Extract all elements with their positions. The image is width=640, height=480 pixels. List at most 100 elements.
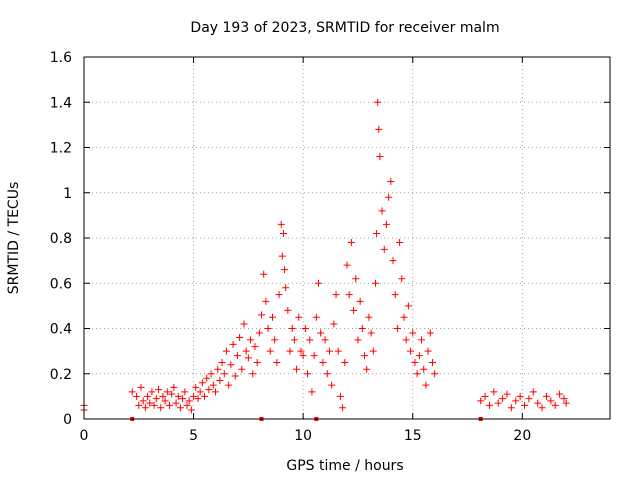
- y-axis-label: SRMTID / TECUs: [6, 182, 22, 295]
- data-point: [240, 320, 248, 328]
- data-point: [155, 386, 163, 394]
- data-point: [141, 404, 149, 412]
- data-point: [396, 239, 404, 247]
- data-point: [181, 388, 189, 396]
- data-point: [161, 397, 169, 405]
- data-point: [150, 401, 158, 409]
- data-point: [194, 395, 202, 403]
- data-point: [172, 399, 180, 407]
- data-point: [332, 291, 340, 299]
- data-point: [262, 297, 270, 305]
- data-point: [218, 358, 226, 366]
- data-point: [170, 383, 178, 391]
- data-point: [418, 336, 426, 344]
- data-point: [380, 245, 388, 253]
- data-point: [343, 261, 351, 269]
- data-point: [409, 329, 417, 337]
- data-point: [157, 404, 165, 412]
- data-point: [411, 358, 419, 366]
- data-point: [242, 347, 250, 355]
- data-point: [214, 365, 222, 373]
- data-point: [187, 406, 195, 414]
- data-point: [176, 404, 184, 412]
- data-point: [205, 386, 213, 394]
- data-point: [371, 279, 379, 287]
- data-point: [275, 291, 283, 299]
- data-point: [365, 313, 373, 321]
- data-point: [551, 401, 559, 409]
- data-point: [247, 336, 255, 344]
- data-point: [253, 358, 261, 366]
- data-point: [516, 392, 524, 400]
- data-point: [229, 340, 237, 348]
- x-tick-label: 0: [80, 428, 89, 444]
- data-point: [376, 153, 384, 161]
- data-point: [271, 336, 279, 344]
- grid-lines: [84, 57, 610, 419]
- data-point: [367, 329, 375, 337]
- data-point: [236, 334, 244, 342]
- data-point: [196, 388, 204, 396]
- data-point: [424, 347, 432, 355]
- data-point: [282, 284, 290, 292]
- data-point: [494, 399, 502, 407]
- data-point: [369, 347, 377, 355]
- y-tick-labels: 0 0.2 0.4 0.6 0.8 1 1.2 1.4 1.6: [50, 50, 72, 428]
- data-point: [258, 311, 266, 319]
- data-point: [341, 358, 349, 366]
- data-point: [286, 347, 294, 355]
- data-point: [209, 381, 217, 389]
- data-point: [404, 302, 412, 310]
- data-point: [284, 306, 292, 314]
- chart-title: Day 193 of 2023, SRMTID for receiver mal…: [190, 20, 499, 36]
- data-point: [222, 347, 230, 355]
- y-tick-label: 1: [63, 186, 72, 202]
- data-point: [481, 392, 489, 400]
- data-point: [148, 388, 156, 396]
- data-point: [279, 229, 287, 237]
- data-point: [356, 297, 364, 305]
- axis-ticks: [83, 56, 610, 420]
- data-point: [503, 390, 511, 398]
- data-point: [507, 404, 515, 412]
- data-point: [152, 395, 160, 403]
- data-point: [525, 395, 533, 403]
- data-point: [260, 270, 268, 278]
- data-point: [512, 397, 520, 405]
- data-point: [203, 374, 211, 382]
- data-point: [521, 401, 529, 409]
- data-point: [538, 404, 546, 412]
- data-point: [499, 395, 507, 403]
- data-point: [227, 361, 235, 369]
- data-point: [426, 329, 434, 337]
- data-point: [334, 347, 342, 355]
- data-point: [297, 347, 305, 355]
- data-point: [358, 325, 366, 332]
- data-point: [422, 381, 430, 389]
- data-point: [382, 220, 390, 228]
- data-point: [192, 383, 200, 391]
- data-point: [220, 370, 228, 378]
- data-point: [201, 392, 209, 400]
- data-point: [373, 229, 381, 237]
- data-point: [190, 392, 198, 400]
- data-point: [352, 275, 360, 283]
- y-tick-label: 0.4: [50, 322, 72, 338]
- data-point: [391, 291, 399, 299]
- x-tick-label: 5: [189, 428, 198, 444]
- data-point: [293, 365, 301, 373]
- data-point: [490, 388, 498, 396]
- data-point: [345, 291, 353, 299]
- data-point: [350, 306, 358, 314]
- data-point: [301, 325, 309, 332]
- data-point: [323, 370, 331, 378]
- y-tick-label: 0.2: [50, 367, 72, 383]
- data-point: [398, 275, 406, 283]
- data-point: [407, 347, 415, 355]
- data-point: [529, 388, 537, 396]
- data-point: [133, 392, 141, 400]
- data-point: [135, 401, 143, 409]
- data-point: [477, 397, 485, 405]
- data-point: [268, 313, 276, 321]
